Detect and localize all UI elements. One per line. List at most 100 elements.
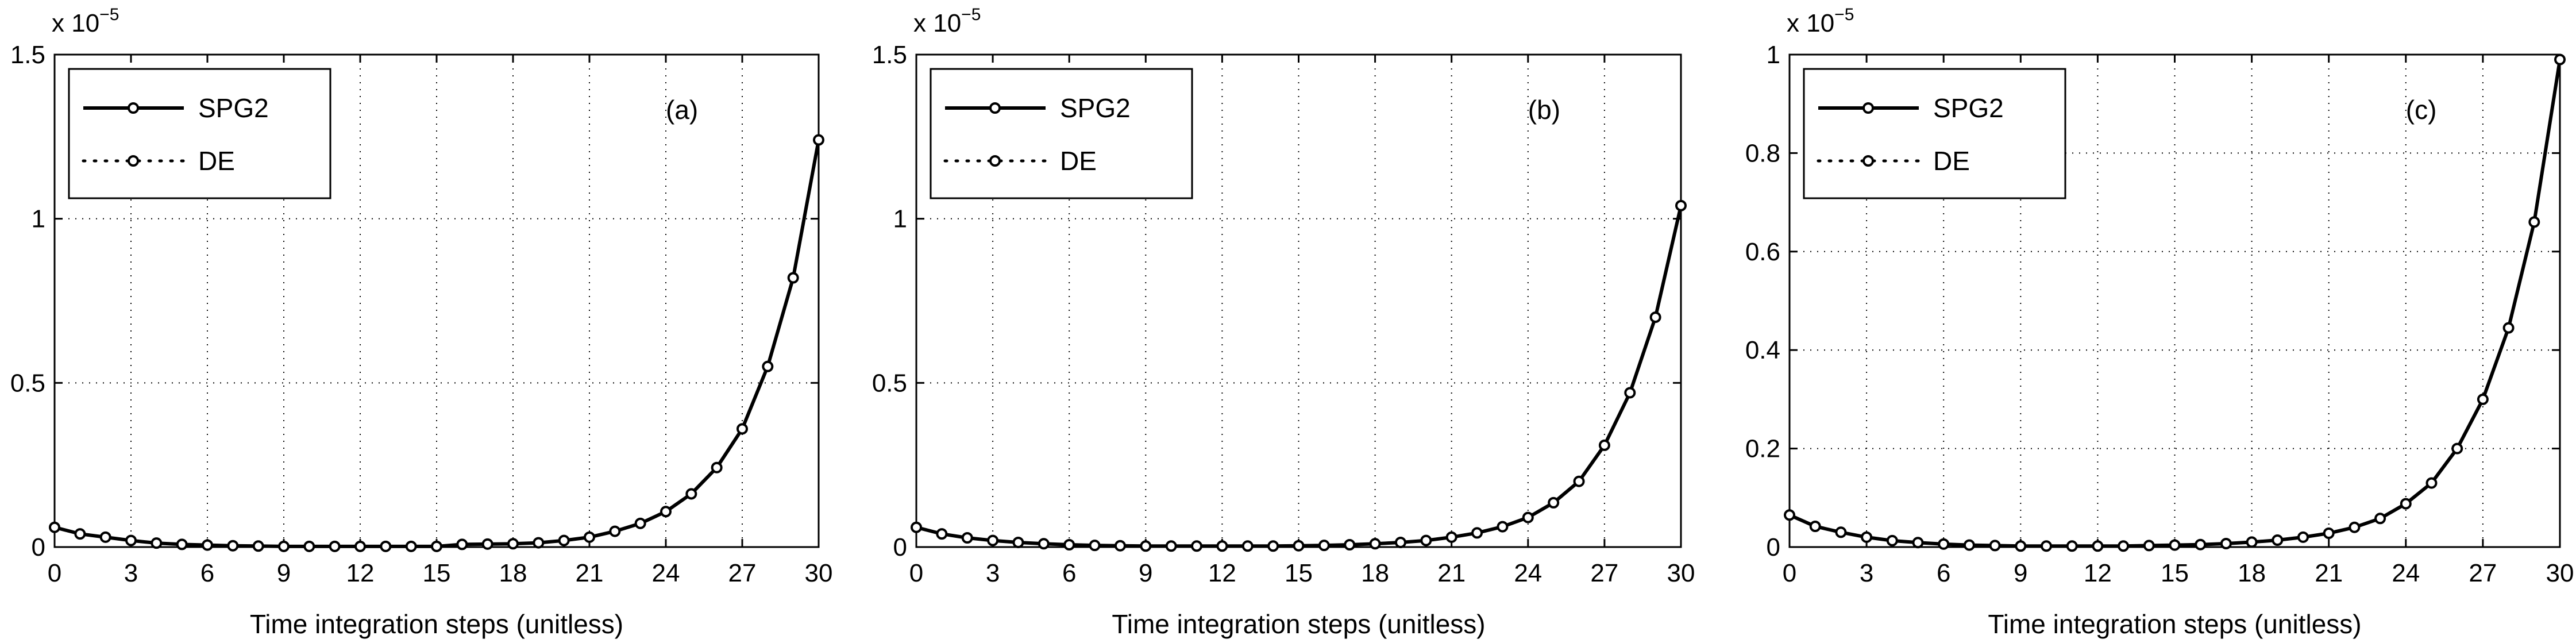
data-point	[1598, 439, 1610, 451]
y-tick-label: 1	[32, 205, 45, 233]
x-tick-label: 18	[499, 559, 527, 587]
x-tick-label: 30	[1667, 559, 1695, 587]
data-point	[2477, 393, 2489, 405]
x-tick-label: 0	[48, 559, 61, 587]
data-point	[151, 537, 163, 549]
x-tick-label: 6	[200, 559, 214, 587]
x-tick-label: 6	[1937, 559, 1950, 587]
x-tick-label: 3	[986, 559, 1000, 587]
x-tick-label: 30	[2546, 559, 2574, 587]
x-axis-label: Time integration steps (unitless)	[1988, 609, 2361, 639]
data-point	[354, 540, 366, 552]
x-tick-label: 24	[2392, 559, 2420, 587]
panel-label: (c)	[2406, 95, 2437, 125]
panel-b: 0 3 6 9 12 15 18 21 24 27 30 0 0.5 1 1.5 x 10−5 (b) Ti…	[872, 5, 1695, 639]
data-point	[1089, 540, 1101, 552]
data-point	[1165, 540, 1177, 552]
data-point	[2451, 442, 2463, 455]
data-point	[609, 525, 621, 537]
data-point	[1675, 199, 1687, 211]
x-tick-label: 18	[1361, 559, 1389, 587]
legend-marker-de	[989, 155, 1001, 167]
data-point	[2400, 498, 2412, 510]
data-point	[227, 540, 239, 552]
legend: SPG2 DE	[68, 68, 331, 199]
multiplier-exponent: −5	[99, 5, 119, 24]
x-tick-label: 21	[576, 559, 604, 587]
x-tick-label: 24	[652, 559, 680, 587]
data-point	[936, 528, 948, 540]
data-point	[49, 521, 60, 533]
data-point	[1784, 509, 1795, 521]
data-point	[1293, 540, 1305, 552]
y-tick-label: 0	[32, 533, 45, 561]
data-point	[1497, 521, 1509, 533]
data-point	[202, 539, 213, 551]
data-point	[380, 540, 392, 552]
data-point	[634, 517, 646, 529]
data-point	[1624, 387, 1636, 399]
x-tick-label: 6	[1062, 559, 1076, 587]
y-tick-label: 1.5	[10, 41, 45, 69]
legend-label-spg2: SPG2	[198, 93, 269, 123]
x-tick-label: 15	[423, 559, 451, 587]
data-point	[2041, 540, 2052, 552]
legend-marker-de	[1862, 155, 1874, 167]
y-multiplier: x 10−5	[1787, 5, 1854, 37]
x-tick-label: 27	[728, 559, 757, 587]
data-point	[1140, 540, 1152, 552]
y-tick-label: 0.8	[1745, 139, 1780, 167]
x-axis-label: Time integration steps (unitless)	[1112, 609, 1485, 639]
data-point	[1963, 539, 1975, 551]
legend-box	[68, 68, 331, 199]
data-point	[1420, 534, 1432, 546]
data-point	[2143, 540, 2155, 552]
data-point	[431, 540, 442, 552]
data-point	[2349, 521, 2361, 533]
ticks: 0 3 6 9 12 15 18 21 24 27 30 0 0.2 0.4 0.6 0.8 1	[1745, 41, 2574, 587]
data-point	[1369, 538, 1381, 550]
x-tick-label: 21	[2315, 559, 2343, 587]
panel-label: (b)	[1528, 95, 1560, 125]
data-point	[961, 532, 973, 544]
data-point	[2272, 534, 2284, 546]
panel-a: 0 3 6 9 12 15 18 21 24 27 30 0 0.5 1 1.5 x 10−5 (a) Ti…	[10, 5, 833, 639]
data-point	[1114, 540, 1126, 552]
series-line-spg2	[54, 139, 820, 548]
data-point	[74, 528, 86, 540]
legend-label-de: DE	[198, 146, 235, 176]
data-point	[685, 488, 697, 500]
data-point	[2528, 216, 2540, 228]
data-point	[252, 540, 264, 552]
legend-marker-de	[128, 155, 139, 167]
multiplier-base: x 10	[52, 9, 99, 37]
x-tick-label: 0	[909, 559, 923, 587]
data-point	[1038, 538, 1050, 550]
data-point	[762, 360, 774, 372]
data-point	[2297, 531, 2309, 543]
y-tick-label: 0.5	[872, 369, 907, 397]
data-point	[2246, 536, 2258, 548]
x-tick-label: 3	[124, 559, 138, 587]
data-point	[125, 534, 137, 546]
data-point	[456, 538, 468, 550]
series	[49, 134, 824, 552]
data-point	[2374, 513, 2386, 525]
data-point	[1394, 537, 1406, 549]
data-point	[533, 537, 545, 549]
x-tick-label: 12	[1208, 559, 1236, 587]
data-point	[2118, 540, 2130, 552]
x-tick-label: 12	[346, 559, 375, 587]
data-point	[711, 461, 723, 473]
series-line-de	[53, 138, 820, 548]
data-point	[2220, 538, 2232, 550]
y-tick-label: 1	[1767, 41, 1780, 69]
x-tick-label: 0	[1783, 559, 1796, 587]
data-point	[1548, 496, 1560, 509]
data-point	[99, 531, 111, 543]
data-point	[2323, 528, 2335, 540]
data-point	[303, 540, 315, 552]
data-point	[2015, 540, 2027, 552]
